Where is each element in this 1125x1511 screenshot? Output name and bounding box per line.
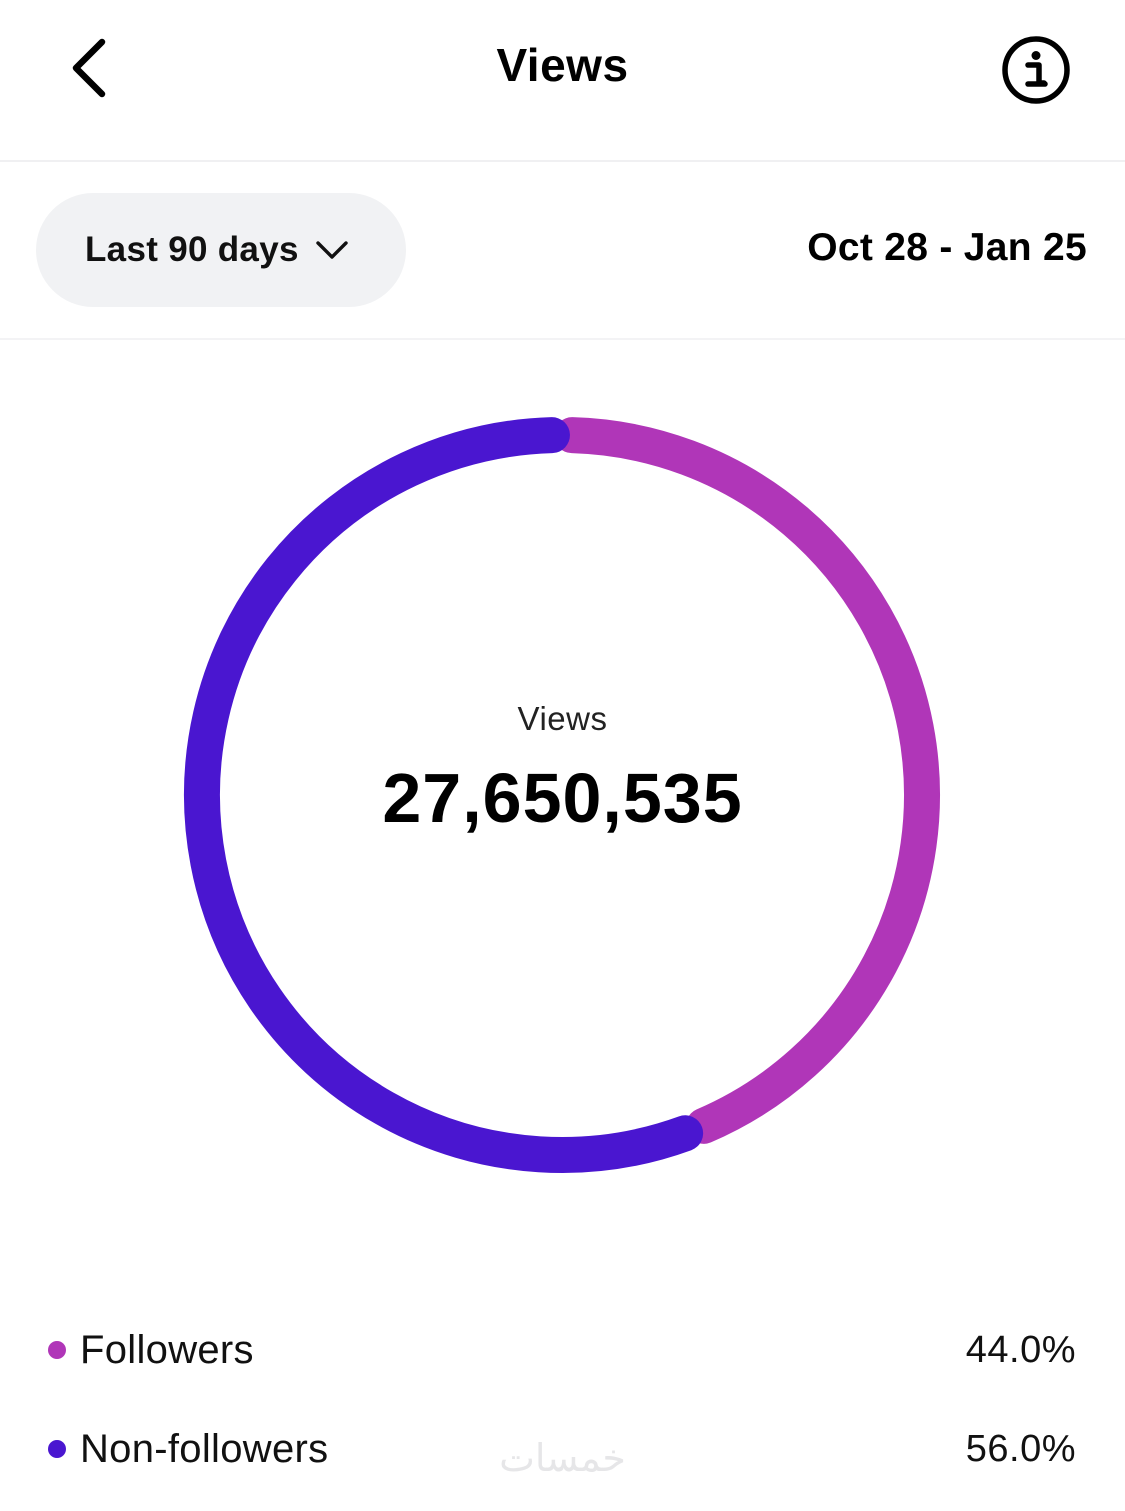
date-range-dropdown[interactable]: Last 90 days	[36, 193, 406, 307]
page-title: Views	[496, 39, 629, 91]
date-range-dropdown-label: Last 90 days	[85, 230, 299, 269]
legend-item-non-followers: Non-followers 56.0%	[48, 1419, 1076, 1479]
info-button[interactable]	[996, 30, 1076, 110]
views-donut-chart: Views 27,650,535	[0, 340, 1125, 1260]
followers-arc	[554, 417, 940, 1144]
filter-row: Last 90 days Oct 28 - Jan 25	[0, 162, 1125, 340]
non-followers-arc	[184, 417, 704, 1173]
legend-label: Followers	[80, 1327, 254, 1372]
back-button[interactable]	[50, 28, 130, 108]
legend-percent: 44.0%	[965, 1328, 1076, 1371]
total-views-value: 27,650,535	[382, 759, 743, 837]
top-bar: Views	[0, 0, 1125, 162]
date-range-text: Oct 28 - Jan 25	[807, 226, 1087, 269]
legend-item-followers: Followers 44.0%	[48, 1320, 1076, 1380]
non-followers-dot-icon	[48, 1440, 66, 1458]
donut-center-label: Views	[517, 700, 608, 737]
followers-dot-icon	[48, 1341, 66, 1359]
donut-chart-svg	[184, 417, 940, 1173]
chevron-left-icon	[72, 38, 106, 98]
chevron-down-icon	[315, 239, 349, 261]
watermark-logo: خمسات	[499, 1436, 626, 1480]
legend-label: Non-followers	[80, 1426, 329, 1471]
legend-percent: 56.0%	[965, 1427, 1076, 1470]
info-icon	[1002, 36, 1070, 104]
